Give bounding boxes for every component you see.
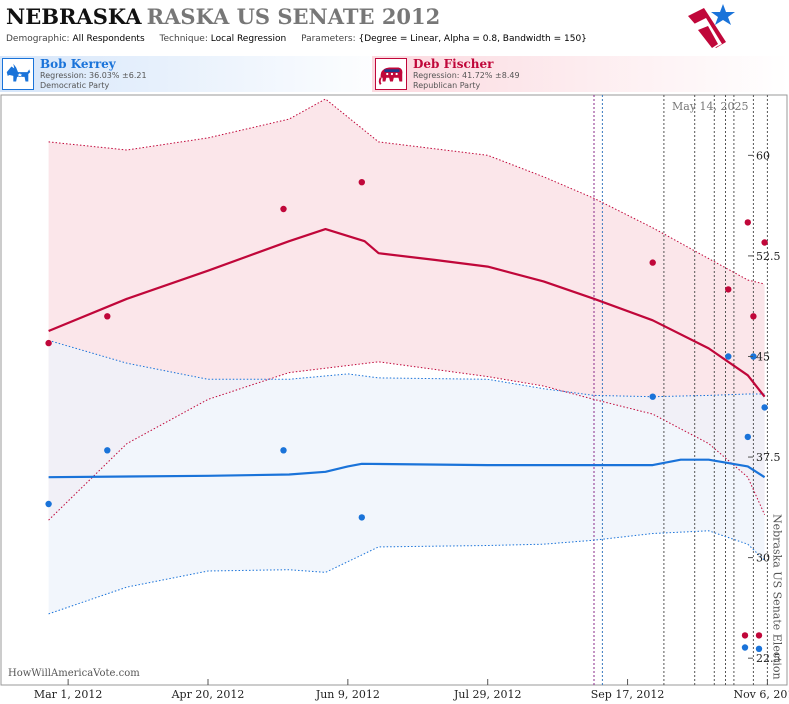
bob-kerrey-confidence-band (48, 340, 765, 614)
deb-fischer-poll-point (725, 286, 732, 293)
regression-chart[interactable]: 22.5 30 37.5 45 52.5 60 Mar 1, 2012 Apr 20, 20… (0, 94, 789, 704)
y-tick-label: 30 (756, 552, 770, 565)
rep-party: Republican Party (413, 81, 481, 90)
technique-value: Local Regression (210, 34, 287, 44)
chart-title: NEBRASKA RASKA US SENATE 2012 (6, 4, 440, 32)
bob-kerrey-lower-bound (48, 530, 765, 615)
y-tick-label: 37.5 (756, 451, 781, 464)
deb-fischer-poll-point (744, 219, 751, 226)
candidate-bar: Bob Kerrey Regression: 36.03% ±6.21 Demo… (0, 56, 789, 92)
deb-fischer-poll-point (280, 205, 287, 213)
deb-fischer-poll-point (755, 632, 763, 639)
bob-kerrey-poll-point (104, 447, 111, 454)
x-tick-label: Jul 29, 2012 (453, 688, 522, 701)
x-tick-label: Jun 9, 2012 (315, 688, 380, 701)
bob-kerrey-poll-point (358, 514, 365, 521)
y-tick-label: 45 (756, 350, 770, 363)
x-tick-label: Mar 1, 2012 (34, 688, 103, 701)
y-tick-label: 22.5 (756, 652, 781, 665)
technique-label: Technique: (159, 34, 208, 44)
dem-candidate-name: Bob Kerrey (40, 57, 116, 71)
rep-regression: Regression: 41.72% ±8.49 (413, 71, 520, 80)
date-stamp: May 14, 2025 (672, 100, 749, 113)
deb-fischer-poll-point (761, 239, 768, 246)
parameters-line: Demographic: All Respondents Technique: … (6, 34, 599, 44)
x-tick-label: Nov 6, 2012 (733, 688, 789, 701)
demographic-value: All Respondents (72, 34, 145, 44)
deb-fischer-poll-point (45, 339, 52, 347)
y-tick-label: 60 (756, 149, 770, 162)
deb-fischer-poll-point (741, 632, 749, 639)
bob-kerrey-poll-point (741, 644, 749, 651)
bob-kerrey-poll-point (755, 645, 763, 652)
bob-kerrey-poll-point (725, 353, 732, 360)
bob-kerrey-regression-line (48, 458, 766, 479)
deb-fischer-upper-bound (48, 98, 765, 285)
demographic-label: Demographic: (6, 34, 70, 44)
parameters-value: {Degree = Linear, Alpha = 0.8, Bandwidth… (358, 34, 587, 44)
elephant-icon (375, 58, 407, 90)
deb-fischer-poll-point (649, 259, 656, 266)
deb-fischer-poll-point (750, 313, 757, 320)
event-label: Nebraska US Senate Election (770, 514, 783, 680)
bob-kerrey-poll-point (761, 404, 768, 411)
title-rest: RASKA US SENATE 2012 (146, 4, 441, 29)
deb-fischer-poll-point (358, 179, 365, 186)
x-tick-label: Sep 17, 2012 (591, 688, 665, 701)
bob-kerrey-poll-point (750, 353, 757, 360)
donkey-icon (2, 58, 34, 90)
dem-regression: Regression: 36.03% ±6.21 (40, 71, 147, 80)
parameters-label: Parameters: (301, 34, 356, 44)
rep-candidate-name: Deb Fischer (413, 57, 494, 71)
bob-kerrey-poll-point (280, 447, 287, 454)
watermark: HowWillAmericaVote.com (8, 668, 140, 679)
bob-kerrey-poll-point (45, 500, 52, 508)
deb-fischer-lower-bound (48, 361, 766, 521)
y-tick-label: 52.5 (756, 250, 781, 263)
deb-fischer-confidence-band (48, 99, 765, 521)
deb-fischer-poll-point (104, 313, 111, 320)
title-state: NEBRASKA (6, 4, 142, 29)
dem-party: Democratic Party (40, 81, 110, 90)
deb-fischer-regression-line (48, 228, 766, 398)
star-flag-logo-icon[interactable] (686, 2, 736, 50)
bob-kerrey-poll-point (649, 393, 656, 400)
bob-kerrey-poll-point (744, 433, 751, 441)
x-tick-label: Apr 20, 2012 (171, 688, 245, 701)
